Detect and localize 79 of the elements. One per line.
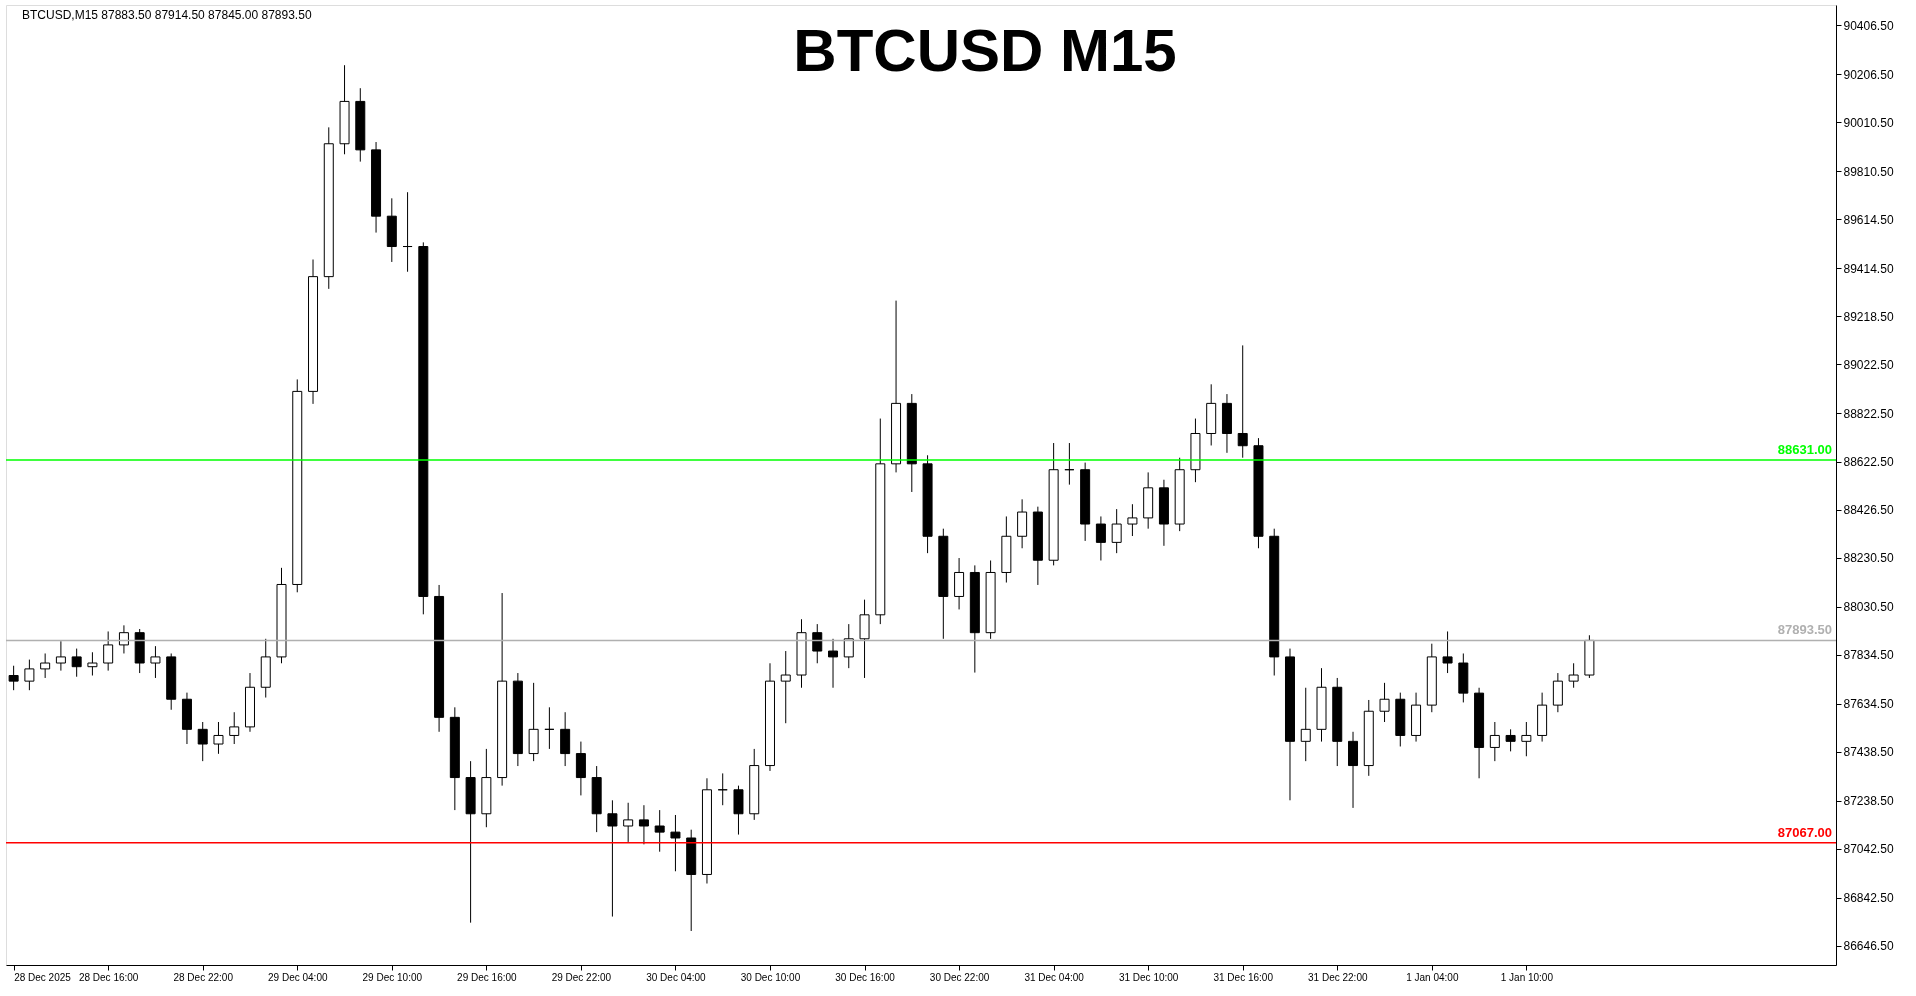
x-tick-label: 28 Dec 22:00	[173, 971, 234, 983]
candlestick	[607, 799, 618, 918]
candlestick	[1111, 508, 1122, 554]
x-tick-label: 29 Dec 10:00	[362, 971, 423, 983]
x-tick-label: 29 Dec 22:00	[551, 971, 612, 983]
y-tick-label: 89218.50	[1843, 309, 1894, 324]
candlestick	[733, 785, 744, 836]
candlestick	[71, 648, 82, 678]
y-tick-label: 87042.50	[1843, 842, 1894, 857]
x-tick-label: 31 Dec 22:00	[1308, 971, 1368, 983]
y-tick-label: 88426.50	[1843, 503, 1894, 518]
y-tick-label: 90206.50	[1843, 67, 1894, 82]
candlestick	[843, 623, 854, 669]
y-tick-label: 87238.50	[1843, 794, 1894, 809]
y-tick-label: 89022.50	[1843, 357, 1894, 372]
x-tick-label: 31 Dec 16:00	[1213, 971, 1274, 983]
candlestick	[1442, 630, 1453, 674]
candlestick	[954, 557, 965, 610]
candlestick	[1552, 672, 1563, 713]
y-tick-label: 88230.50	[1843, 551, 1894, 566]
candlestick	[1300, 687, 1311, 762]
candlestick	[150, 645, 161, 679]
y-tick-label: 87634.50	[1843, 697, 1894, 712]
candlestick	[575, 741, 586, 796]
y-tick-label: 88030.50	[1843, 600, 1894, 615]
candlestick	[1095, 515, 1106, 561]
x-tick-label: 29 Dec 04:00	[268, 971, 328, 983]
x-tick-label: 31 Dec 04:00	[1024, 971, 1085, 983]
candlestick	[812, 623, 823, 664]
candlestick	[103, 630, 114, 672]
y-tick-label: 89414.50	[1843, 261, 1894, 276]
x-tick-label: 30 Dec 22:00	[929, 971, 990, 983]
x-tick-label: 30 Dec 10:00	[740, 971, 801, 983]
candlestick	[213, 721, 224, 755]
candlestick	[55, 640, 66, 672]
ref-line-label: 88631.00	[1777, 441, 1832, 457]
candlestick	[1568, 662, 1579, 689]
x-tick-label: 29 Dec 16:00	[457, 971, 518, 983]
x-tick-label: 30 Dec 16:00	[835, 971, 896, 983]
candlestick	[229, 711, 240, 745]
y-tick-label: 88622.50	[1843, 455, 1894, 470]
x-tick-label: 31 Dec 10:00	[1118, 971, 1179, 983]
candlestick	[118, 624, 129, 654]
candlestick	[24, 659, 35, 691]
candlestick	[1521, 721, 1532, 757]
candlestick	[40, 652, 51, 679]
candlestick	[1237, 344, 1248, 459]
candlestick	[670, 814, 681, 872]
candlestick	[859, 599, 870, 679]
ref-line-label: 87067.00	[1777, 824, 1832, 840]
candlestick	[87, 651, 98, 677]
y-tick-label: 89614.50	[1843, 212, 1894, 227]
y-tick-label: 89810.50	[1843, 164, 1894, 179]
candlestick	[1127, 503, 1138, 537]
annotation: BTCUSD,M15 87883.50 87914.50 87845.00 87893.50	[22, 8, 312, 22]
chart-title: BTCUSD M15	[793, 17, 1177, 84]
candlestick	[1489, 721, 1500, 762]
y-tick-label: 88822.50	[1843, 406, 1894, 421]
candlestick	[654, 809, 665, 853]
candlestick	[1505, 728, 1516, 752]
x-tick-label: 1 Jan 10:00	[1500, 971, 1554, 983]
candlestick	[828, 638, 839, 689]
x-tick-label: 1 Jan 04:00	[1406, 971, 1459, 983]
x-tick-label: 28 Dec 2025	[14, 971, 72, 983]
y-tick-label: 86646.50	[1843, 939, 1894, 954]
candlestick	[638, 804, 649, 845]
x-tick-label: 28 Dec 16:00	[78, 971, 139, 983]
candlestick	[8, 665, 19, 691]
ref-line-label: 87893.50	[1777, 622, 1832, 638]
candlestick	[1379, 682, 1390, 723]
y-tick-label: 90010.50	[1843, 115, 1894, 130]
candlestick	[623, 802, 634, 843]
y-tick-label: 86842.50	[1843, 891, 1894, 906]
y-tick-label: 90406.50	[1843, 18, 1894, 33]
candlestick	[780, 650, 791, 724]
y-tick-label: 87834.50	[1843, 648, 1894, 663]
candlestick	[197, 721, 208, 762]
x-tick-label: 30 Dec 04:00	[646, 971, 707, 983]
y-tick-label: 87438.50	[1843, 745, 1894, 760]
